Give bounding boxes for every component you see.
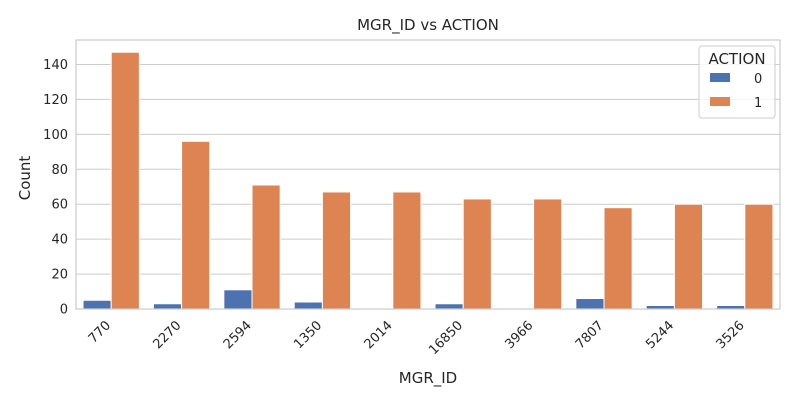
y-ticks: 0 20 40 60 80 100 120 140 (43, 58, 68, 318)
bar-1350-series-0 (293, 301, 323, 310)
y-tick-label: 60 (51, 198, 68, 213)
y-tick-label: 20 (51, 268, 68, 283)
legend-title: ACTION (708, 50, 765, 68)
x-axis-label: MGR_ID (399, 369, 457, 388)
y-tick-label: 0 (60, 303, 68, 318)
plot-border (75, 39, 781, 310)
legend: ACTION 0 1 (698, 45, 776, 119)
x-tick-label: 1350 (291, 318, 325, 352)
y-tick-label: 120 (43, 93, 68, 108)
bar-16850-series-0 (434, 303, 464, 310)
x-tick-label: 2594 (221, 318, 255, 352)
y-tick-label: 80 (51, 163, 68, 178)
x-tick-label: 3526 (714, 318, 748, 352)
bar-2594-series-0 (223, 289, 253, 310)
legend-swatch-1 (710, 97, 730, 106)
bar-2270-series-0 (152, 303, 183, 310)
x-tick-label: 16850 (426, 318, 466, 358)
y-tick-label: 140 (43, 58, 68, 73)
bars (82, 51, 774, 310)
x-tick-label: 7807 (573, 318, 607, 352)
x-tick-label: 3966 (502, 318, 536, 352)
x-tick-label: 2270 (150, 318, 184, 352)
x-tick-label: 770 (86, 318, 114, 346)
x-tick-label: 5244 (643, 318, 677, 352)
bar-5244-series-1 (673, 203, 704, 310)
bar-3526-series-1 (744, 203, 774, 310)
bar-2270-series-1 (181, 140, 211, 310)
bar-7807-series-1 (603, 207, 633, 310)
x-tick-label: 2014 (362, 318, 396, 352)
x-ticks: 770 2270 2594 1350 2014 16850 3966 7807 5244 3526 (86, 318, 748, 358)
bar-770-series-1 (110, 51, 140, 310)
bar-2594-series-1 (251, 184, 281, 310)
bar-16850-series-1 (462, 198, 492, 310)
bar-2014-series-1 (392, 191, 422, 310)
y-axis-label: Count (16, 156, 34, 201)
y-tick-label: 40 (51, 233, 68, 248)
legend-label-0: 0 (754, 72, 762, 87)
chart-title: MGR_ID vs ACTION (357, 16, 499, 35)
bar-1350-series-1 (321, 191, 352, 310)
y-tick-label: 100 (43, 128, 68, 143)
bar-3966-series-1 (533, 198, 563, 310)
plot-frame (75, 39, 781, 310)
bar-770-series-0 (82, 299, 112, 310)
legend-label-1: 1 (754, 96, 762, 111)
bar-7807-series-0 (575, 298, 605, 310)
legend-swatch-0 (710, 73, 730, 82)
